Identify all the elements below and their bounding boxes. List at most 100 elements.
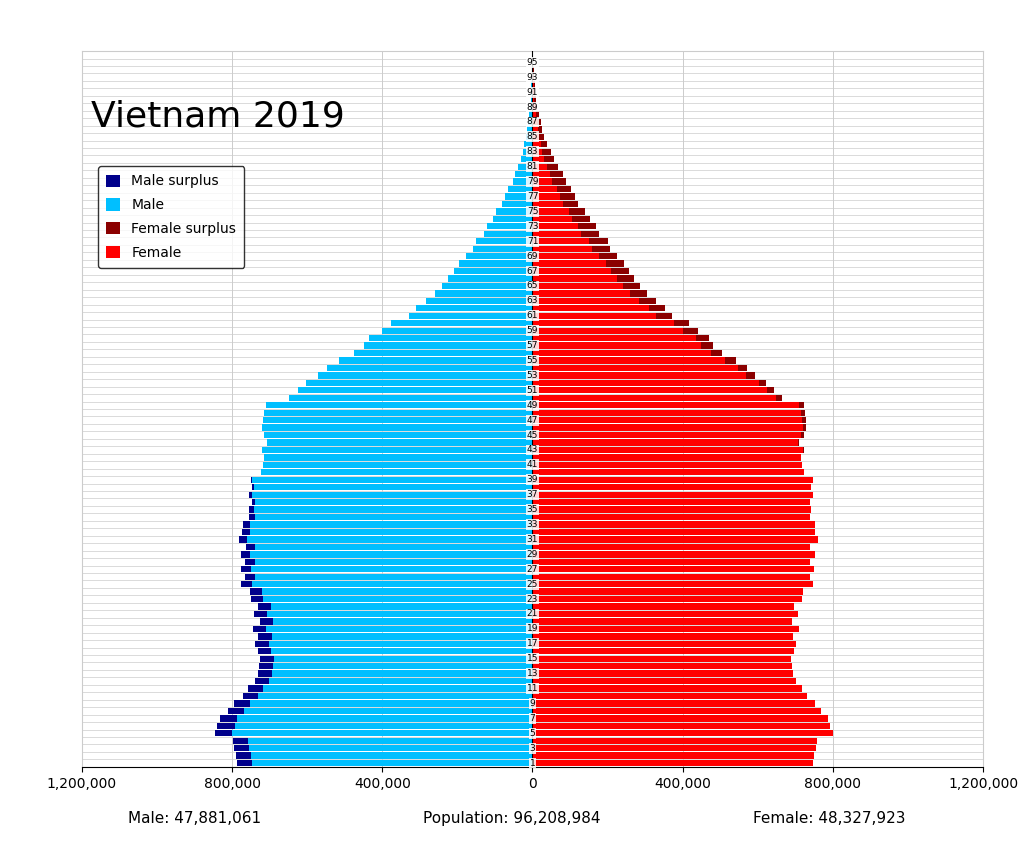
Text: 1: 1 [529,758,536,768]
Bar [259,663,273,670]
Bar [353,350,532,356]
Bar [258,671,272,676]
Bar [559,193,574,199]
Bar [532,82,534,88]
Bar [260,655,273,662]
Text: 9: 9 [529,699,536,708]
Bar [532,581,813,587]
Text: 87: 87 [526,118,539,126]
Bar [435,291,532,296]
Bar [509,186,532,193]
Bar [802,417,806,423]
Bar [263,432,532,438]
Bar [318,372,532,378]
Bar [531,89,532,95]
Text: Female: 48,327,923: Female: 48,327,923 [754,811,905,826]
Bar [244,708,532,714]
Bar [532,343,701,348]
Bar [799,402,804,408]
Bar [239,536,247,543]
Bar [532,357,725,364]
Text: Population: 96,208,984: Population: 96,208,984 [423,811,601,826]
Bar [243,693,258,699]
Bar [248,738,532,744]
Bar [269,678,532,684]
Text: 59: 59 [526,326,539,335]
Bar [532,394,776,401]
Bar [611,268,630,274]
Bar [532,693,807,699]
Text: 19: 19 [526,625,539,633]
Bar [262,446,532,453]
Bar [466,253,532,259]
Bar [532,715,828,722]
Text: 77: 77 [526,192,539,201]
Bar [532,104,536,110]
Bar [264,454,532,461]
Bar [215,730,232,736]
Bar [250,589,262,595]
Bar [250,745,532,751]
Bar [266,402,532,408]
Bar [532,261,606,267]
Bar [255,573,532,580]
Bar [592,245,610,252]
Bar [261,469,532,475]
Bar [253,625,266,632]
Bar [252,484,254,491]
Bar [532,178,552,185]
Bar [534,89,536,95]
Bar [696,335,709,342]
Bar [473,245,532,252]
Bar [543,148,551,155]
Text: 43: 43 [526,446,539,454]
Bar [442,283,532,289]
Bar [532,752,814,759]
Bar [250,521,532,527]
Bar [532,462,802,468]
Bar [522,148,532,155]
Bar [250,551,532,557]
Text: 31: 31 [526,535,539,544]
Bar [513,178,532,185]
Bar [234,745,250,751]
Bar [532,551,815,557]
Bar [263,462,532,468]
Bar [532,372,746,378]
Bar [502,201,532,207]
Bar [532,141,541,147]
Bar [262,589,532,595]
Bar [530,96,532,103]
Bar [263,685,532,692]
Bar [639,297,655,304]
Bar [616,275,634,282]
Bar [369,335,532,342]
Bar [532,745,815,751]
Bar [298,387,532,394]
Bar [252,476,532,483]
Bar [536,112,539,118]
Bar [532,536,818,543]
Bar [606,261,624,267]
Bar [220,715,237,722]
Text: 91: 91 [526,88,539,96]
Bar [803,424,806,431]
Bar [532,641,797,647]
Text: 85: 85 [526,132,539,141]
Bar [532,671,793,676]
Bar [251,476,252,483]
Bar [242,529,250,535]
Bar [532,573,810,580]
Text: 27: 27 [526,565,539,573]
Bar [327,365,532,371]
Bar [532,432,802,438]
Bar [746,372,755,378]
Bar [254,611,266,617]
Text: 3: 3 [529,744,536,752]
Bar [254,484,532,491]
Bar [250,529,532,535]
Bar [630,291,646,296]
Bar [255,559,532,565]
Bar [541,141,548,147]
Bar [258,603,270,610]
